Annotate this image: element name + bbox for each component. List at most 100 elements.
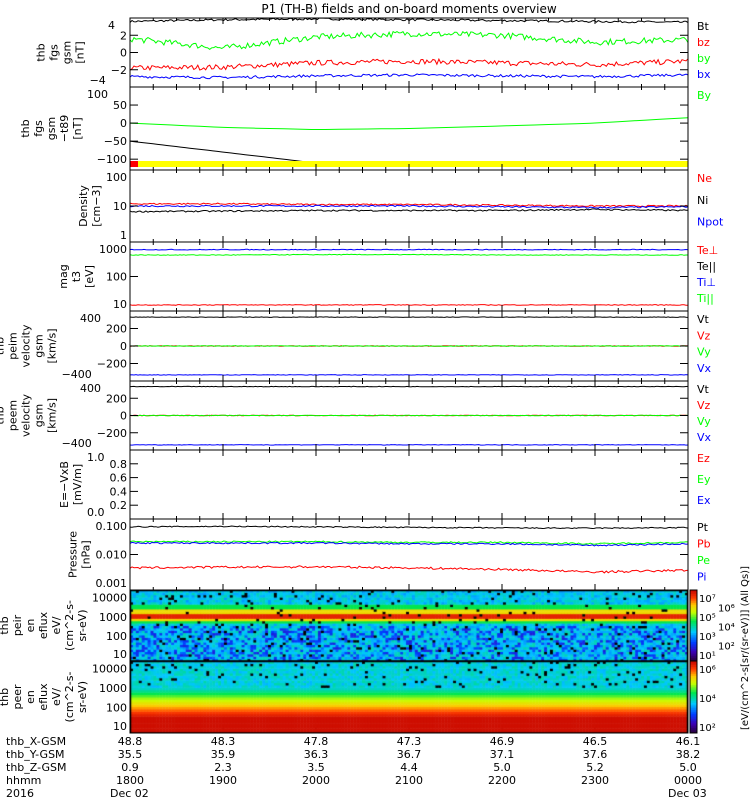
y-axis-label: gsm (61, 41, 74, 64)
series-bmodel-line (129, 140, 315, 164)
y-tick-label: −400 (62, 437, 92, 450)
y-tick-label: −100 (97, 153, 127, 166)
colorbar-cell (690, 618, 697, 621)
y-axis-label: thb (0, 688, 11, 706)
y-tick-label: 10 (113, 648, 127, 661)
y-axis-label: [cm−3] (90, 185, 103, 227)
x-tick-y: 35.9 (211, 748, 236, 761)
panel-4: 400 200 0 −200 −400 thb peim velocity gsm [km/s] V… (0, 310, 712, 382)
x-tick-z: 5.2 (586, 761, 604, 774)
panel-frame (129, 449, 689, 520)
y-tick-label: 10 (113, 720, 127, 733)
colorbar-tick-label: 10³ (699, 632, 716, 643)
series-pi-line (129, 541, 689, 547)
x-tick-y: 36.3 (304, 748, 329, 761)
colorbar-cell (690, 680, 697, 684)
y-tick-label: 0.2 (110, 499, 128, 512)
plot-title: P1 (TH-B) fields and on-board moments ov… (261, 2, 557, 16)
colorbar-cell (690, 611, 697, 614)
colorbar-label: [eV/(cm^2-s[sr/(sr-eV)]] (All Qs)] (740, 566, 750, 730)
colorbar-cell (690, 600, 697, 603)
x-tick-z: 5.0 (679, 761, 697, 774)
colorbar-cell (690, 627, 697, 630)
colorbar-cell (690, 686, 697, 689)
legend-bx: bx (697, 68, 711, 81)
x-tick-hhmm: 2000 (302, 774, 330, 787)
legend-vx: Vx (697, 431, 712, 444)
y-tick-label: 0.100 (96, 520, 128, 533)
colorbar-cell (690, 679, 697, 682)
colorbar-cell (690, 590, 697, 593)
y-axis-label: [nT] (74, 41, 87, 63)
y-tick-label: 0.0 (87, 506, 105, 519)
y-axis-label: [km/s] (46, 328, 59, 363)
flag-bar-start (130, 161, 138, 167)
x-tick-hhmm: 2100 (395, 774, 423, 787)
y-tick-label: 0 (120, 410, 127, 423)
y-axis-label: eV/ (50, 688, 63, 706)
colorbar-cell (690, 722, 697, 725)
y-tick-label: 200 (106, 323, 127, 336)
colorbar-cell (690, 731, 697, 734)
colorbar-cell (690, 682, 697, 685)
x-axis-row-label: thb_Z-GSM (6, 761, 66, 774)
y-tick-label: 1000 (99, 611, 127, 624)
series-by-line (129, 117, 689, 130)
x-tick-hhmm: 2200 (488, 774, 516, 787)
legend-vt: Vt (697, 383, 710, 396)
y-tick-label: −2 (111, 64, 127, 77)
x-tick-y: 37.6 (583, 748, 608, 761)
y-tick-label: 10 (113, 200, 127, 213)
y-axis-label: en (24, 619, 37, 633)
colorbar-frame (689, 660, 698, 734)
colorbar-cell (690, 598, 697, 602)
series-by-line (129, 30, 689, 51)
colorbar-cell (690, 707, 697, 711)
colorbar-cell (690, 607, 697, 611)
colorbar-tick-label: 10² (699, 723, 716, 734)
panel-5: 400 200 0 −200 −400 thb peem velocity gsm [km/s] V… (0, 380, 712, 451)
x-tick-date: Dec 03 (668, 787, 707, 800)
y-tick-label: 1.0 (87, 451, 105, 464)
series-ne-line (129, 202, 689, 208)
colorbar-cell (690, 684, 697, 687)
y-axis-label: peer (11, 684, 24, 710)
y-axis-label: velocity (20, 394, 33, 437)
colorbar-cell (690, 625, 697, 628)
colorbar-tick-label: 10⁶ (699, 665, 716, 676)
colorbar-cell (690, 659, 697, 662)
legend-bt: Bt (697, 20, 710, 33)
legend-by: By (697, 89, 712, 102)
series-bx-line (129, 73, 689, 80)
legend-te||: Te|| (696, 260, 716, 273)
series-ti⊥-line (129, 248, 689, 251)
y-tick-label: 400 (80, 382, 101, 395)
colorbar-cell (690, 673, 697, 676)
y-axis-label: −t89 (58, 115, 71, 143)
legend-pb: Pb (697, 538, 711, 551)
colorbar-cell (690, 595, 697, 598)
panel-1: 100 50 0 −50 −100 thb fgs gsm −t89 [nT] By (19, 86, 712, 171)
legend-vz: Vz (697, 329, 711, 342)
series-vy-line (129, 414, 689, 417)
y-axis-label: sr-eV) (76, 609, 89, 641)
y-axis-label: [nT] (71, 117, 84, 139)
panel-6: 1.0 0.80.60.40.2 0.0 E=−VxB [mV/m] Ez Ey Ex (58, 449, 711, 520)
colorbar-cell (690, 704, 697, 707)
legend-vx: Vx (697, 362, 712, 375)
y-axis-label: [mV/m] (71, 464, 84, 505)
colorbar-cell (690, 724, 697, 727)
panel-3: 1000 100 10 mag t3 [eV] Te⊥ Te|| Ti⊥ Ti|| (57, 241, 718, 312)
x-tick-date: Dec 02 (110, 787, 149, 800)
colorbar-cell (690, 632, 697, 635)
colorbar-cell (690, 670, 697, 673)
y-tick-label: 0.010 (96, 549, 128, 562)
colorbar-cell (690, 637, 697, 641)
x-tick-hhmm: 1800 (116, 774, 144, 787)
colorbar-cell (690, 657, 697, 660)
colorbar-cell (690, 621, 697, 625)
legend-bz: bz (697, 36, 710, 49)
x-tick-z: 2.3 (214, 761, 232, 774)
x-tick-y: 38.2 (676, 748, 701, 761)
x-axis-row-label: 2016 (6, 787, 34, 800)
